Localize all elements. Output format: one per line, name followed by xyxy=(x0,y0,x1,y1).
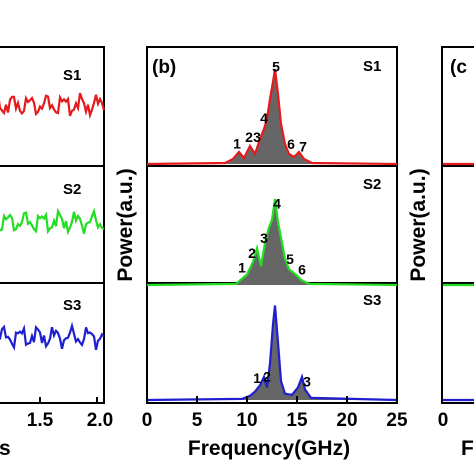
panel-b-series-s3-label: S3 xyxy=(363,292,381,309)
panel-b-tick-label: 15 xyxy=(286,410,308,431)
panel-c-y-axis-title: Power(a.u.) xyxy=(407,168,430,281)
panel-b-s2-peak-label: 4 xyxy=(273,195,281,211)
panel-b-x-ticks: 0 5 10 15 20 25 xyxy=(142,396,408,431)
panel-b-frame xyxy=(146,46,398,404)
panel-b-s1-peak-label: 4 xyxy=(260,110,268,126)
panel-a-x-axis-title: s xyxy=(0,437,11,460)
panel-c: (c 0 Power(a.u.) F xyxy=(407,46,474,460)
panel-b-tag: (b) xyxy=(152,57,176,78)
panel-c-tick-label-0: 0 xyxy=(438,410,449,431)
panel-b-s3-area xyxy=(147,305,397,400)
panel-c-frame xyxy=(441,46,474,404)
panel-b-s1-peak-label: 6 xyxy=(287,136,295,152)
panel-a-tick-label-1: 2.0 xyxy=(87,410,113,431)
panel-b-s2-peak-label: 5 xyxy=(286,251,294,267)
panel-b-tick-label: 0 xyxy=(142,410,153,431)
panel-b-s1-peak-label: 1 xyxy=(233,135,241,151)
panel-b-s1-peak-label: 7 xyxy=(299,139,307,155)
panel-a-series-s1-line xyxy=(0,92,106,120)
panel-b-s1-peak-label: 5 xyxy=(272,58,280,74)
panel-b-s1-peak-label: 2 xyxy=(245,129,253,145)
panel-a-frame xyxy=(0,46,105,404)
panel-c-x-axis-title: F xyxy=(461,437,474,460)
panel-a-series-s2-line xyxy=(0,207,105,236)
panel-a-series-s2-label: S2 xyxy=(63,181,81,198)
panel-b-tick-label: 20 xyxy=(336,410,357,431)
panel-b-s3-peak-label: 3 xyxy=(303,373,311,389)
panel-a-series-s3-label: S3 xyxy=(63,297,81,314)
panel-b-s2-peak-label: 6 xyxy=(298,261,306,277)
panel-b-s1-line xyxy=(146,68,398,166)
panel-a-series-s1-label: S1 xyxy=(63,67,81,84)
panel-a-series-s3-line xyxy=(0,321,105,351)
panel-b-s3-peak-label: 1 xyxy=(253,370,261,386)
panel-b-s2-peak-label: 3 xyxy=(260,230,268,246)
panel-b-s2-peak-label: 1 xyxy=(238,260,246,276)
panel-b-s3-line xyxy=(146,305,398,402)
panel-b-s3-peak-label: 2 xyxy=(263,368,271,384)
panel-b-tick-label: 5 xyxy=(192,410,203,431)
panel-b-s1-area xyxy=(147,69,397,164)
panel-b-y-axis-title: Power(a.u.) xyxy=(114,168,137,281)
panel-b-series-s2-label: S2 xyxy=(363,176,381,193)
panel-b-s1-peak-label: 3 xyxy=(253,129,261,145)
panel-b-s2-area xyxy=(147,198,397,285)
panel-b-x-axis-title: Frequency(GHz) xyxy=(188,437,350,460)
panel-a-tick-label-0: 1.5 xyxy=(27,410,54,431)
panel-b-tick-label: 25 xyxy=(386,410,408,431)
panel-c-tag: (c xyxy=(450,57,467,78)
panel-a: S1 S2 S3 1.5 2.0 s xyxy=(0,46,113,460)
panel-b-s2-peak-label: 2 xyxy=(248,245,256,261)
panel-b-tick-label: 10 xyxy=(236,410,257,431)
panel-b-s2-line xyxy=(146,198,398,287)
panel-b-series-s1-label: S1 xyxy=(363,58,381,75)
